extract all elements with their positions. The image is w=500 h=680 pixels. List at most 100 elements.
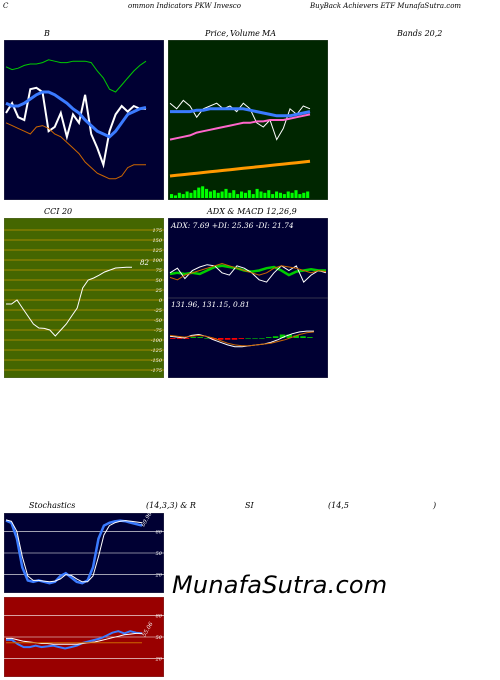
cci-tick-label: 175 [152,228,162,234]
macd-values: 131.96, 131.15, 0.81 [171,300,250,309]
cci-value: 82 [140,259,149,267]
rsi-ma-line [6,632,142,645]
macd-histogram-bar [224,338,231,340]
volume-bar [275,191,279,198]
rsi-tick-label: 50 [156,635,163,641]
volume-bar [236,194,240,198]
macd-histogram-bar [252,338,258,339]
macd-histogram-bar [211,338,217,340]
cci-tick-label: 25 [155,288,162,294]
volume-bar [298,194,302,198]
stoch-label: Stochastics [29,501,76,510]
volume-bar [271,194,275,198]
volume-bar [173,195,177,198]
volume-bar [251,194,255,198]
macd-signal-line [169,331,315,347]
cci-tick-label: 0 [159,298,163,304]
volume-bar [170,194,174,198]
volume-bar [294,190,298,198]
adx-values: ADX: 7.69 +DI: 25.36 -DI: 21.74 [170,221,294,230]
adx-plus_di-line [169,264,327,283]
bollinger-chart [4,40,164,200]
rsi-close-label: ) [433,501,437,510]
header-left: C [3,2,9,10]
pv-ma-label: MA [262,29,276,38]
volume-bar [232,190,236,198]
price_volume_ma-ma_long-line [169,159,311,178]
cci-cci-line [6,266,132,337]
macd-histogram-bar [293,335,299,338]
volume-bar [306,191,310,198]
volume-bar [197,187,201,198]
macd-macd-line [169,330,314,348]
cci-tick-label: -100 [151,338,163,344]
price_volume_ma-ma_mid-line [169,113,311,141]
volume-bar [247,190,251,198]
rsi-rsi-line [6,630,143,650]
price_volume_ma-ma_short-line [170,107,311,118]
macd-histogram-bar [231,338,238,340]
stoch-tick-label: 20 [155,573,163,579]
volume-bar [193,190,197,198]
price-volume-chart [168,40,328,200]
macd-histogram-bar [245,338,251,339]
cci-tick-label: -175 [151,368,162,374]
macd-histogram-bar [272,336,279,338]
volume-bar [216,192,220,198]
adx-minus_di-line [169,262,327,281]
volume-bar [224,188,228,198]
rsi-label: SI [245,501,254,510]
volume-bar [255,188,259,198]
cci-tick-label: 100 [152,258,162,264]
bollinger_bands-lower-line [5,122,146,180]
macd-histogram-bar [197,337,203,338]
volume-bar [201,186,205,198]
macd-histogram-bar [238,338,245,339]
volume-bar [181,194,185,198]
volume-bar [267,190,271,198]
bollinger_bands-price-line [5,86,146,169]
cci-tick-label: -50 [154,318,163,324]
macd-histogram-bar [190,337,197,338]
volume-bar [243,192,247,198]
volume-bar [220,191,224,198]
volume-bar [282,194,286,198]
volume-bar [290,192,294,198]
macd-histogram-bar [183,338,190,339]
cci-tick-label: 125 [152,248,162,254]
volume-bar [212,190,216,198]
volume-bar [240,191,244,198]
volume-bar [228,192,232,198]
volume-bar [189,192,193,198]
bands-label: Bands 20,2 [397,29,443,38]
volume-bar [185,191,189,198]
cci-tick-label: -75 [154,328,162,334]
stoch-params-label: (14,3,3) & R [146,501,196,510]
volume-bar [177,192,181,198]
volume-bar [208,191,212,198]
macd-histogram-bar [286,334,293,338]
watermark: MunafaSutra.com [172,571,388,599]
volume-bar [286,191,290,198]
macd-histogram-bar [307,337,313,338]
cci-tick-label: 50 [156,278,163,284]
pv-price-label: Price, [205,29,229,38]
header-title: ommon Indicators PKW Invesco [128,2,241,10]
cci-tick-label: -150 [151,358,163,364]
cci-tick-label: 75 [156,268,162,274]
volume-bar [278,192,282,198]
stochastics-k-line [5,519,143,585]
volume-bar [259,191,263,198]
stoch-tick-label: 50 [156,551,163,557]
macd-histogram-bar [176,338,183,339]
volume-bar [205,188,209,198]
macd-histogram-bar [266,337,272,338]
cci-tick-label: -25 [154,308,162,314]
macd-chart: 131.96, 131.15, 0.81 [168,298,328,378]
bollinger_bands-middle-line [5,90,147,139]
rsi-params-label: (14,5 [328,501,349,510]
rsi-tick-label: 20 [155,657,163,663]
bollinger_bands-upper-line [5,59,147,93]
adx-macd-label: ADX & MACD 12,26,9 [207,207,297,216]
